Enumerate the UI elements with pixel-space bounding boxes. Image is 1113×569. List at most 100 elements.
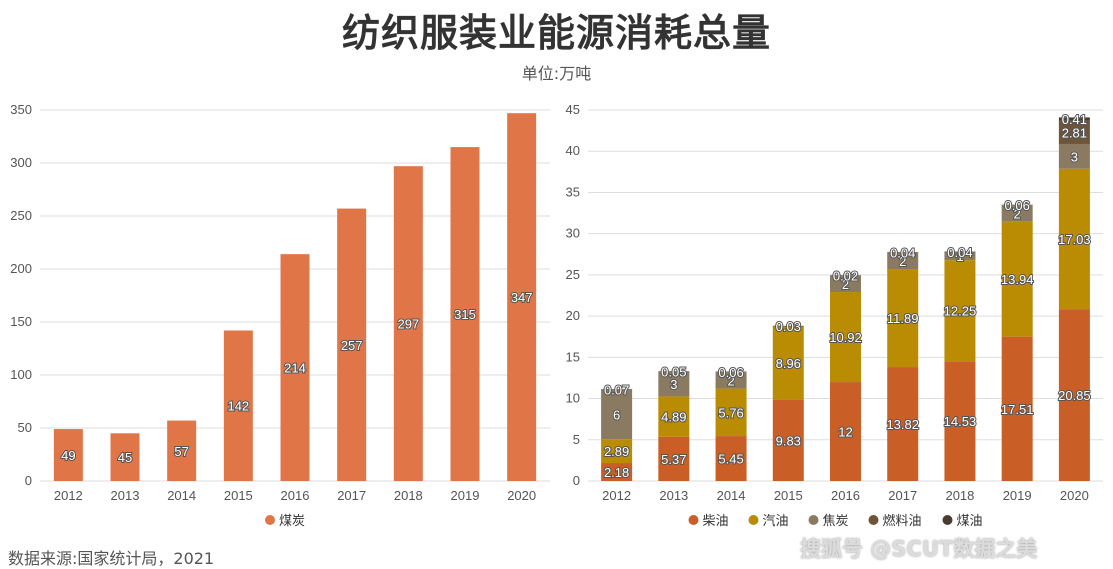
data-label: 57 [174,444,188,459]
legend-marker [748,515,759,525]
data-label: 257 [341,338,363,353]
y-tick-label: 40 [566,143,580,158]
bar [715,372,747,389]
data-label: 13.94 [1001,272,1034,287]
data-label: 5.76 [718,405,743,420]
bar [887,367,919,481]
data-label: 2.89 [604,444,629,459]
bar [944,260,976,362]
bar [1058,168,1090,310]
bar [1058,143,1090,169]
chart-title: 纺织服装业能源消耗总量 [341,11,771,55]
data-label: 2.18 [604,465,629,480]
data-label: 8.96 [776,356,801,371]
data-label: 214 [284,361,306,376]
data-label: 6 [613,407,620,422]
data-label: 5.45 [718,452,743,467]
data-label: 0.04 [890,245,915,260]
data-label: 2 [727,373,734,388]
data-label: 347 [511,290,533,305]
x-tick-label: 2019 [451,488,480,503]
bar [393,166,423,481]
x-tick-label: 2017 [337,488,366,503]
data-label: 1 [956,249,963,264]
y-tick-label: 20 [566,308,580,323]
bar [1001,221,1033,337]
x-tick-label: 2019 [1003,488,1032,503]
bar [658,371,690,372]
y-tick-label: 0 [25,473,32,488]
y-tick-label: 10 [566,391,580,406]
data-label: 297 [397,317,419,332]
x-tick-label: 2020 [507,488,536,503]
legend-label: 汽油 [763,514,789,529]
x-tick-label: 2014 [717,488,746,503]
bar [772,399,804,481]
data-label: 2 [842,277,849,292]
x-tick-label: 2014 [167,488,196,503]
x-tick-label: 2012 [602,488,631,503]
data-label: 12.25 [944,304,977,319]
x-tick-label: 2015 [774,488,803,503]
data-label: 12 [838,425,852,440]
x-tick-label: 2018 [945,488,974,503]
data-label: 11.89 [887,311,919,326]
bar [1001,204,1033,206]
y-tick-label: 200 [10,261,32,276]
legend-marker [808,515,819,525]
bar [53,429,83,481]
bar [1058,117,1090,121]
bar [772,326,804,400]
y-tick-label: 35 [566,184,580,199]
data-label: 17.51 [1001,402,1034,417]
data-label: 5.37 [661,452,686,467]
y-tick-label: 350 [10,102,32,117]
bar [110,433,140,481]
data-label: 0.05 [661,364,686,379]
y-tick-label: 300 [10,155,32,170]
data-label: 0.04 [947,245,972,260]
chart-subtitle: 单位:万吨 [521,64,592,83]
y-tick-label: 45 [566,102,580,117]
bar [601,389,633,440]
legend-label: 燃料油 [883,513,922,529]
bar [830,382,861,481]
bar [658,371,690,397]
bar [944,251,976,261]
data-label: 315 [454,307,476,322]
y-tick-label: 5 [573,432,580,447]
legend-marker [265,515,275,525]
legend-label: 煤油 [957,514,983,529]
data-label: 0.03 [776,319,801,334]
y-tick-label: 25 [566,267,580,282]
y-tick-label: 100 [10,367,32,382]
x-tick-label: 2016 [281,488,310,503]
bar [450,147,480,481]
y-tick-label: 0 [573,473,580,488]
data-label: 0.06 [718,365,743,380]
bar [601,439,633,464]
legend-marker [868,515,879,525]
bar [601,463,633,481]
data-label: 49 [61,448,75,463]
data-label: 14.53 [944,414,977,429]
bar [280,254,310,481]
data-label: 45 [118,450,132,465]
x-tick-label: 2018 [394,488,423,503]
bar [167,420,197,481]
legend-label: 柴油 [703,514,729,529]
bar [887,252,919,270]
bar [658,436,690,481]
data-label: 9.83 [776,433,801,448]
legend-label: 焦炭 [823,514,849,529]
bar [715,388,747,437]
bar [887,252,919,253]
y-tick-label: 30 [566,226,580,241]
data-label: 142 [227,399,249,414]
bar [1058,309,1090,481]
x-tick-label: 2013 [659,488,688,503]
data-label: 13.82 [886,417,919,432]
x-tick-label: 2017 [888,488,917,503]
data-label: 2.81 [1062,125,1087,140]
